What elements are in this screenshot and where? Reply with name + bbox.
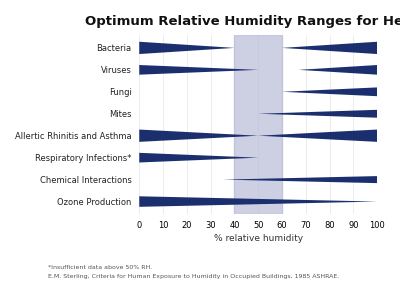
Polygon shape bbox=[139, 42, 234, 54]
Polygon shape bbox=[258, 130, 377, 142]
Polygon shape bbox=[299, 65, 377, 75]
Polygon shape bbox=[222, 176, 377, 183]
X-axis label: % relative humidity: % relative humidity bbox=[214, 234, 303, 243]
Polygon shape bbox=[139, 65, 258, 75]
Text: E.M. Sterling, Criteria for Human Exposure to Humidity in Occupied Buildings, 19: E.M. Sterling, Criteria for Human Exposu… bbox=[48, 274, 339, 279]
Polygon shape bbox=[139, 153, 258, 162]
Polygon shape bbox=[139, 130, 258, 142]
Polygon shape bbox=[282, 42, 377, 54]
Bar bbox=[234, 35, 282, 214]
Polygon shape bbox=[282, 87, 377, 96]
Polygon shape bbox=[139, 196, 377, 207]
Polygon shape bbox=[258, 110, 377, 118]
Title: Optimum Relative Humidity Ranges for Health: Optimum Relative Humidity Ranges for Hea… bbox=[84, 15, 400, 28]
Text: *Insufficient data above 50% RH.: *Insufficient data above 50% RH. bbox=[48, 265, 152, 270]
